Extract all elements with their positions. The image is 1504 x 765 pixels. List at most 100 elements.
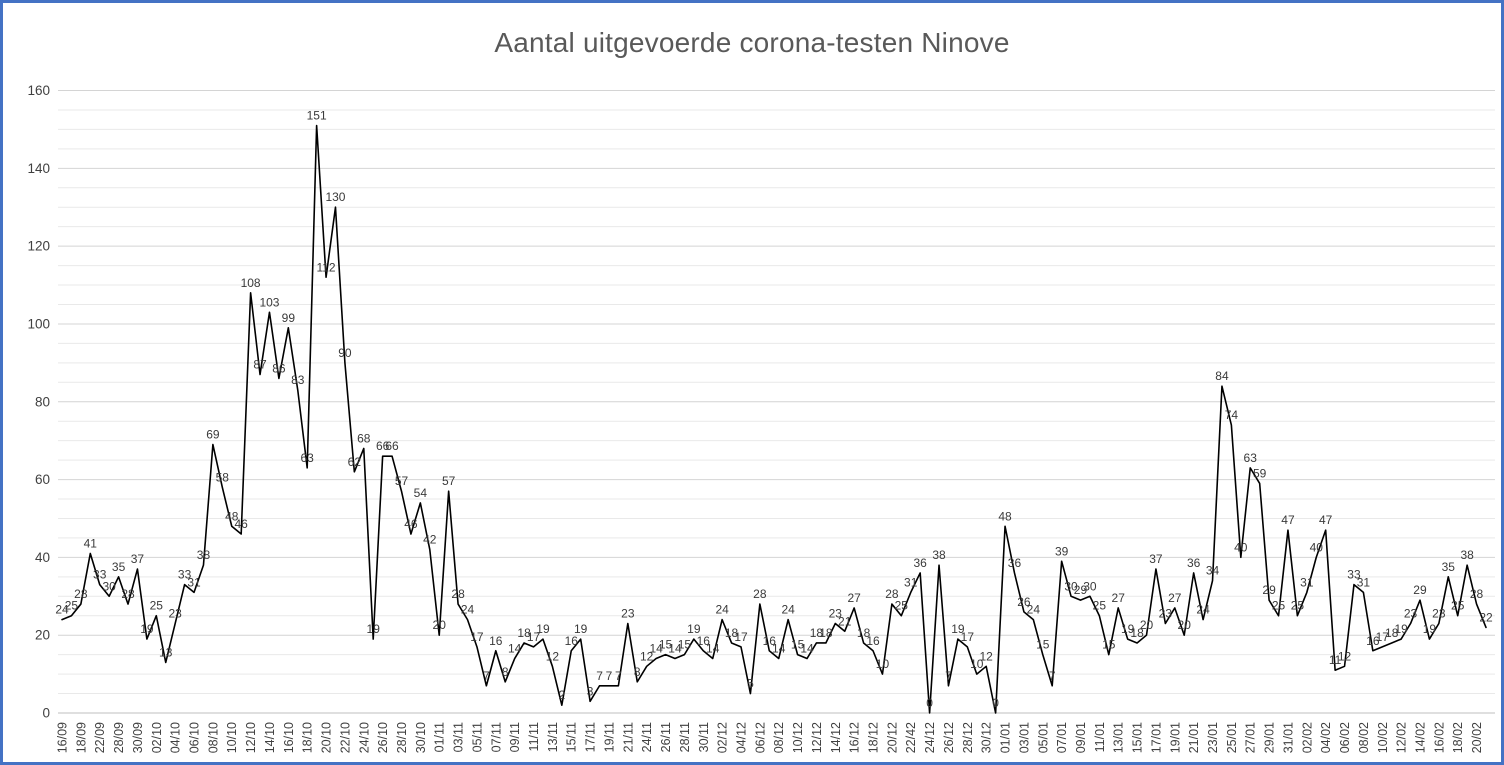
svg-text:26: 26: [1017, 595, 1031, 609]
svg-text:103: 103: [259, 295, 279, 309]
svg-text:25: 25: [1272, 599, 1286, 613]
svg-text:5: 5: [747, 677, 754, 691]
svg-text:04/12: 04/12: [734, 722, 748, 753]
svg-text:30: 30: [1064, 579, 1078, 593]
svg-text:14: 14: [800, 642, 814, 656]
svg-text:14/02: 14/02: [1413, 722, 1427, 753]
svg-text:02/02: 02/02: [1300, 722, 1314, 753]
svg-text:15: 15: [659, 638, 673, 652]
svg-text:27: 27: [1112, 591, 1126, 605]
svg-text:19: 19: [951, 622, 965, 636]
svg-text:19: 19: [687, 622, 701, 636]
svg-text:40: 40: [1310, 540, 1324, 554]
svg-text:19/01: 19/01: [1168, 722, 1182, 753]
svg-text:29: 29: [1413, 583, 1427, 597]
svg-text:18: 18: [517, 626, 531, 640]
svg-text:37: 37: [131, 552, 145, 566]
svg-text:16/02: 16/02: [1432, 722, 1446, 753]
svg-text:17/01: 17/01: [1149, 722, 1163, 753]
svg-text:18/10: 18/10: [301, 722, 315, 753]
svg-text:18: 18: [810, 626, 824, 640]
svg-text:23: 23: [1404, 607, 1418, 621]
svg-text:08/12: 08/12: [772, 722, 786, 753]
svg-text:08/10: 08/10: [206, 722, 220, 753]
svg-text:29: 29: [1074, 583, 1088, 597]
svg-text:26/11: 26/11: [659, 722, 673, 752]
svg-text:14/10: 14/10: [263, 722, 277, 753]
svg-text:24: 24: [55, 603, 69, 617]
svg-text:18/12: 18/12: [867, 722, 881, 753]
svg-text:68: 68: [357, 431, 371, 445]
svg-text:28: 28: [885, 587, 899, 601]
svg-text:14: 14: [668, 642, 682, 656]
svg-text:17: 17: [1376, 630, 1390, 644]
svg-text:24: 24: [1027, 603, 1041, 617]
svg-text:30/11: 30/11: [697, 722, 711, 752]
svg-text:7: 7: [596, 669, 603, 683]
svg-text:28: 28: [121, 587, 135, 601]
svg-text:12: 12: [1338, 649, 1352, 663]
svg-text:24: 24: [1196, 603, 1210, 617]
svg-text:11/11: 11/11: [527, 722, 541, 751]
svg-text:07/11: 07/11: [489, 722, 503, 752]
svg-text:8: 8: [502, 665, 509, 679]
svg-text:14: 14: [706, 642, 720, 656]
svg-text:25: 25: [1291, 599, 1305, 613]
svg-text:20/10: 20/10: [320, 722, 334, 753]
svg-text:15/01: 15/01: [1131, 722, 1145, 753]
svg-text:05/11: 05/11: [470, 722, 484, 752]
svg-text:25: 25: [150, 599, 164, 613]
svg-text:7: 7: [945, 669, 952, 683]
svg-text:28: 28: [1470, 587, 1484, 601]
svg-text:130: 130: [325, 190, 345, 204]
svg-text:38: 38: [1460, 548, 1474, 562]
svg-text:160: 160: [27, 83, 50, 98]
minor-gridlines: [58, 109, 1495, 695]
svg-text:7: 7: [606, 669, 613, 683]
svg-text:03/01: 03/01: [1017, 722, 1031, 753]
svg-text:24/12: 24/12: [923, 722, 937, 753]
data-labels: 2425284133303528371925132333313869584846…: [55, 109, 1493, 710]
svg-text:12/02: 12/02: [1395, 722, 1409, 753]
svg-text:140: 140: [27, 161, 50, 176]
svg-text:38: 38: [197, 548, 211, 562]
svg-text:54: 54: [414, 486, 428, 500]
svg-text:17: 17: [961, 630, 975, 644]
svg-text:24/10: 24/10: [357, 722, 371, 753]
svg-text:20: 20: [433, 618, 447, 632]
svg-text:40: 40: [35, 550, 50, 565]
svg-text:66: 66: [376, 439, 390, 453]
svg-text:28: 28: [753, 587, 767, 601]
svg-text:60: 60: [35, 472, 50, 487]
svg-text:26/12: 26/12: [942, 722, 956, 753]
svg-text:28/10: 28/10: [395, 722, 409, 753]
svg-text:23: 23: [829, 607, 843, 621]
svg-text:16/12: 16/12: [848, 722, 862, 753]
svg-text:7: 7: [1049, 669, 1056, 683]
svg-text:15: 15: [1036, 638, 1050, 652]
svg-text:21/11: 21/11: [621, 722, 635, 752]
svg-text:03/11: 03/11: [452, 722, 466, 752]
chart-title: Aantal uitgevoerde corona-testen Ninove: [494, 27, 1010, 58]
svg-text:21/01: 21/01: [1187, 722, 1201, 753]
series-line: [61, 124, 1487, 714]
svg-text:15: 15: [1102, 638, 1116, 652]
svg-text:07/01: 07/01: [1055, 722, 1069, 753]
svg-text:31/01: 31/01: [1281, 722, 1295, 753]
svg-text:66: 66: [385, 439, 399, 453]
svg-text:57: 57: [442, 474, 456, 488]
svg-text:38: 38: [932, 548, 946, 562]
svg-text:22/10: 22/10: [338, 722, 352, 753]
svg-text:12: 12: [980, 649, 994, 663]
svg-text:04/02: 04/02: [1319, 722, 1333, 753]
svg-text:30: 30: [102, 579, 116, 593]
svg-text:69: 69: [206, 428, 220, 442]
svg-text:05/01: 05/01: [1036, 722, 1050, 753]
svg-text:63: 63: [301, 451, 315, 465]
svg-text:10/02: 10/02: [1376, 722, 1390, 753]
svg-text:10: 10: [970, 657, 984, 671]
svg-text:25: 25: [1093, 599, 1107, 613]
svg-text:23: 23: [168, 607, 182, 621]
svg-text:40: 40: [1234, 540, 1248, 554]
